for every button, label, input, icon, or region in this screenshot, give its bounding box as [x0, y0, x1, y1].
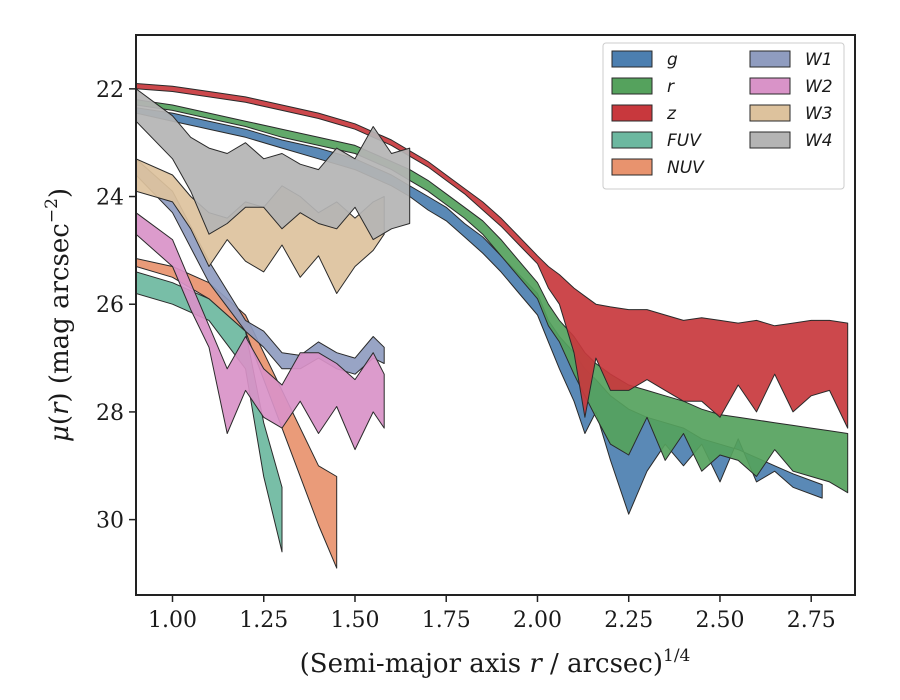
series-layer: [136, 83, 849, 569]
x-tick-label: 1.00: [148, 608, 197, 633]
x-tick-label: 2.75: [787, 608, 836, 633]
x-axis-label-sup: 1/4: [663, 646, 690, 666]
y-axis-label-sup: −2: [42, 198, 62, 223]
y-axis-label-open: (: [45, 415, 75, 425]
legend: grz FUV NUV W1 W2 W3 W4: [602, 42, 845, 190]
x-axis-label-prefix: (Semi-major axis: [300, 649, 530, 679]
x-axis: 1.00 1.25 1.50 1.75 2.00 2.25 2.50 2.75: [148, 595, 836, 633]
legend-label-w1: W1: [805, 50, 833, 70]
legend-label-nuv: NUV: [667, 158, 705, 178]
y-axis-label-unit: (mag arcsec: [45, 223, 75, 392]
y-axis-label-close: ): [45, 392, 75, 402]
y-axis-label: μ(r) (mag arcsec−2): [42, 188, 75, 442]
legend-label-w4: W4: [805, 131, 833, 151]
legend-swatch-fuv: [611, 131, 653, 149]
x-tick-label: 1.75: [422, 608, 471, 633]
legend-label-w3: W3: [805, 104, 833, 124]
y-tick-label: 30: [96, 509, 124, 534]
series-band-z: [136, 83, 849, 429]
x-tick-label: 1.50: [330, 608, 379, 633]
legend-label-r: r: [667, 77, 675, 97]
legend-label-fuv: FUV: [667, 131, 702, 151]
legend-swatch-z: [611, 104, 653, 122]
series-band-w2: [136, 212, 385, 451]
y-tick-label: 28: [96, 401, 124, 426]
y-axis: 22 24 26 28 30: [96, 78, 136, 534]
legend-swatch-w2: [749, 77, 791, 95]
x-tick-label: 2.00: [513, 608, 562, 633]
series-band-w1: [136, 158, 385, 375]
x-axis-label-var: r: [529, 649, 543, 679]
legend-swatch-g: [611, 50, 653, 68]
x-tick-label: 1.25: [239, 608, 288, 633]
series-band-r: [136, 99, 849, 494]
legend-label-z: z: [666, 104, 677, 124]
x-tick-label: 2.25: [604, 608, 653, 633]
y-tick-label: 26: [96, 293, 124, 318]
legend-label-g: g: [667, 50, 678, 70]
x-axis-label: (Semi-major axis r / arcsec)1/4: [300, 646, 691, 679]
y-tick-label: 24: [96, 186, 124, 211]
y-axis-label-var: r: [45, 401, 75, 415]
x-tick-label: 2.50: [695, 608, 744, 633]
legend-swatch-w3: [749, 104, 791, 122]
y-tick-label: 22: [96, 78, 124, 103]
legend-swatch-w4: [749, 131, 791, 149]
y-axis-label-sym: μ: [45, 425, 75, 442]
series-band-w4: [136, 88, 411, 241]
legend-swatch-r: [611, 77, 653, 95]
legend-swatch-w1: [749, 50, 791, 68]
plot-frame: [135, 34, 856, 596]
y-axis-label-end: ): [45, 188, 75, 198]
legend-label-w2: W2: [805, 77, 833, 97]
legend-swatch-nuv: [611, 158, 653, 176]
x-axis-label-suffix: / arcsec): [542, 649, 663, 679]
